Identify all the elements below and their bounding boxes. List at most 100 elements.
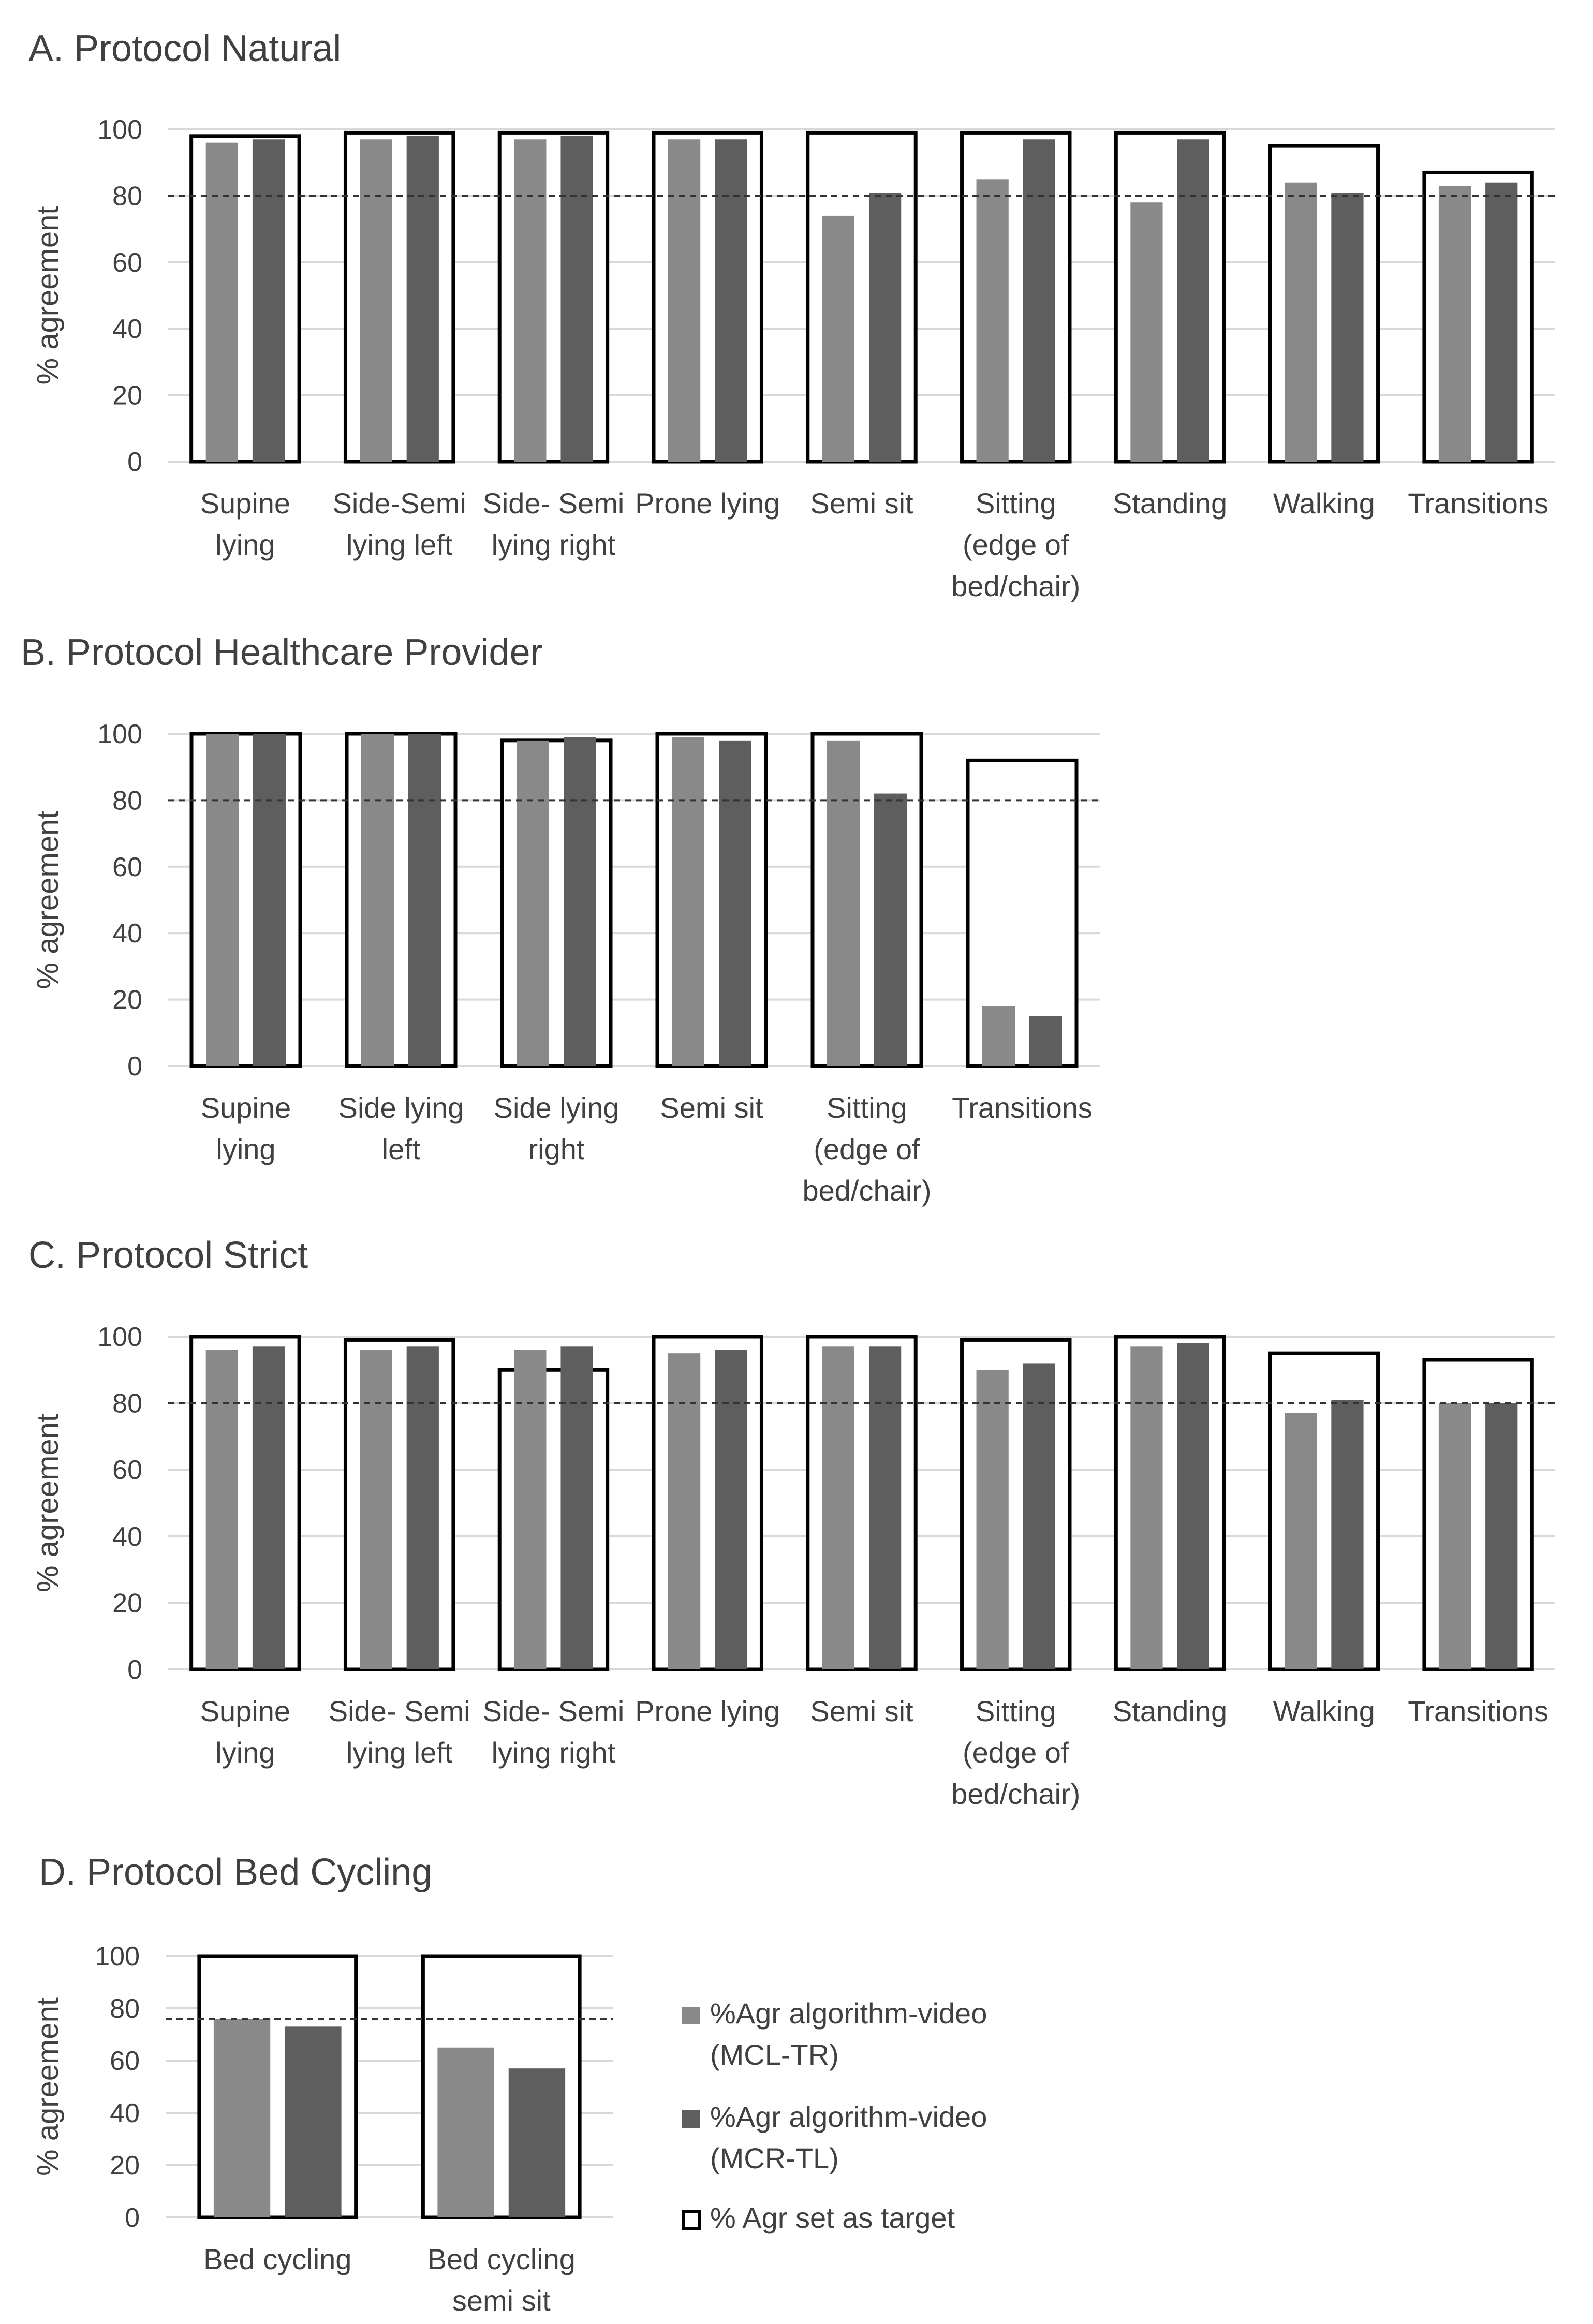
legend-label-mcr-tl-line1: %Agr algorithm-video [710, 2100, 987, 2133]
x-tick-label-side-lying-left-line2: left [382, 1133, 421, 1165]
x-tick-label-standing-line1: Standing [1113, 1695, 1227, 1727]
y-axis-title: % agreement [31, 811, 65, 989]
y-tick-label-0: 0 [125, 2203, 140, 2233]
bar-mcr-tl-side-semi-lying-left [406, 136, 439, 462]
bar-mcl-tr-transitions [1438, 1403, 1471, 1669]
x-tick-label-sitting-edge-of-bed-chair-line1: Sitting [976, 1695, 1056, 1727]
bar-mcr-tl-supine-lying [252, 139, 285, 462]
x-tick-label-sitting-edge-of-bed-chair-line3: bed/chair) [802, 1174, 931, 1207]
x-tick-label-sitting-edge-of-bed-chair-line3: bed/chair) [951, 570, 1080, 602]
y-tick-label-20: 20 [112, 381, 142, 411]
x-tick-label-sitting-edge-of-bed-chair-line2: (edge of [963, 528, 1069, 561]
bar-mcl-tr-side-lying-left [361, 734, 394, 1066]
bar-mcl-tr-side-semi-lying-left [360, 1350, 392, 1669]
bar-mcr-tl-side-lying-left [408, 734, 441, 1066]
bar-mcr-tl-transitions [1485, 182, 1518, 462]
y-tick-label-40: 40 [112, 1522, 142, 1552]
panel-protocol-healthcare-provider: B. Protocol Healthcare Provider 0 20 40 60 80… [21, 632, 1100, 1207]
x-tick-label-side-semi-lying-left-line1: Side-Semi [333, 487, 466, 520]
bar-mcr-tl-semi-sit [719, 740, 751, 1066]
chart-title: A. Protocol Natural [28, 28, 341, 69]
legend-label-mcr-tl-line2: (MCR-TL) [710, 2142, 839, 2174]
x-tick-label-sitting-edge-of-bed-chair-line1: Sitting [976, 487, 1056, 520]
bar-mcl-tr-semi-sit [822, 1346, 854, 1669]
bar-mcr-tl-standing [1177, 1343, 1210, 1669]
bar-mcr-tl-prone-lying [715, 139, 747, 462]
x-tick-label-walking-line1: Walking [1273, 1695, 1375, 1727]
legend-swatch-mcl-tr [682, 2007, 700, 2024]
y-tick-label-40: 40 [112, 919, 142, 949]
x-tick-label-sitting-edge-of-bed-chair-line3: bed/chair) [951, 1778, 1080, 1810]
bar-mcl-tr-sitting-edge-of-bed-chair [976, 179, 1009, 462]
y-tick-label-100: 100 [95, 1942, 140, 1972]
x-tick-label-supine-lying-line2: lying [215, 528, 275, 561]
y-tick-label-0: 0 [127, 447, 142, 477]
x-tick-label-side-semi-lying-right-line1: Side- Semi [483, 487, 625, 520]
x-tick-label-transitions-line1: Transitions [1408, 487, 1548, 520]
bar-mcr-tl-standing [1177, 139, 1210, 462]
x-tick-label-bed-cycling-semi-sit-line2: semi sit [452, 2284, 551, 2317]
x-tick-label-side-lying-right-line1: Side lying [494, 1091, 620, 1124]
bar-mcr-tl-side-lying-right [564, 737, 596, 1066]
x-tick-label-sitting-edge-of-bed-chair-line2: (edge of [963, 1736, 1069, 1769]
x-tick-label-semi-sit-line1: Semi sit [660, 1091, 763, 1124]
legend-label-target: % Agr set as target [710, 2201, 955, 2234]
bar-mcr-tl-walking [1331, 192, 1364, 462]
y-axis-title: % agreement [31, 1997, 65, 2176]
bar-mcl-tr-side-semi-lying-right [514, 139, 547, 462]
bar-mcl-tr-semi-sit [822, 215, 854, 462]
x-tick-label-side-lying-right-line2: right [528, 1133, 585, 1165]
bar-mcr-tl-side-semi-lying-right [561, 1346, 593, 1669]
bar-mcr-tl-supine-lying [253, 734, 286, 1066]
y-tick-label-60: 60 [112, 248, 142, 278]
y-tick-label-80: 80 [110, 1994, 140, 2024]
bar-mcl-tr-bed-cycling-semi-sit [437, 2047, 494, 2217]
bar-mcr-tl-semi-sit [869, 1346, 902, 1669]
x-tick-label-side-lying-left-line1: Side lying [338, 1091, 464, 1124]
bar-mcr-tl-semi-sit [869, 192, 902, 462]
x-tick-label-supine-lying-line2: lying [215, 1736, 275, 1769]
bar-mcr-tl-bed-cycling [285, 2026, 342, 2217]
bar-mcl-tr-transitions [982, 1006, 1015, 1066]
bar-mcl-tr-supine-lying [205, 142, 238, 462]
bar-mcr-tl-side-semi-lying-right [561, 136, 593, 462]
bar-mcl-tr-side-semi-lying-right [514, 1350, 547, 1669]
bar-mcl-tr-sitting-edge-of-bed-chair [827, 740, 860, 1066]
legend-swatch-mcr-tl [682, 2110, 700, 2128]
panel-protocol-bed-cycling: D. Protocol Bed Cycling 0 20 40 60 80 100 % agr… [31, 1852, 613, 2317]
y-tick-label-40: 40 [112, 314, 142, 344]
y-tick-label-80: 80 [112, 1389, 142, 1419]
bar-mcl-tr-semi-sit [672, 737, 704, 1066]
y-tick-label-40: 40 [110, 2098, 140, 2128]
bar-mcr-tl-supine-lying [252, 1346, 285, 1669]
bar-mcr-tl-prone-lying [715, 1350, 747, 1669]
legend-swatch-target [682, 2210, 701, 2230]
legend: %Agr algorithm-video (MCL-TR) %Agr algor… [682, 1997, 987, 2234]
x-tick-label-semi-sit-line1: Semi sit [810, 1695, 913, 1727]
x-tick-label-side-semi-lying-left-line1: Side- Semi [329, 1695, 470, 1727]
x-tick-label-supine-lying-line1: Supine [200, 487, 290, 520]
y-tick-label-60: 60 [110, 2046, 140, 2076]
y-tick-label-60: 60 [112, 1455, 142, 1485]
bar-mcr-tl-sitting-edge-of-bed-chair [1023, 139, 1055, 462]
y-tick-label-20: 20 [112, 985, 142, 1015]
x-tick-label-side-semi-lying-left-line2: lying left [346, 528, 453, 561]
y-tick-label-20: 20 [112, 1588, 142, 1618]
bar-mcl-tr-supine-lying [206, 734, 239, 1066]
bar-mcl-tr-sitting-edge-of-bed-chair [976, 1370, 1009, 1669]
y-tick-label-20: 20 [110, 2151, 140, 2181]
x-tick-label-prone-lying-line1: Prone lying [635, 1695, 780, 1727]
x-tick-label-bed-cycling-line1: Bed cycling [203, 2243, 351, 2275]
chart-title: C. Protocol Strict [28, 1235, 308, 1276]
bar-mcr-tl-side-semi-lying-left [406, 1346, 439, 1669]
legend-label-mcl-tr-line2: (MCL-TR) [710, 2038, 839, 2071]
chart-title: D. Protocol Bed Cycling [39, 1852, 432, 1893]
x-tick-label-standing-line1: Standing [1113, 487, 1227, 520]
y-axis-title: % agreement [31, 1414, 65, 1592]
x-tick-label-side-semi-lying-right-line1: Side- Semi [483, 1695, 625, 1727]
x-tick-label-side-semi-lying-left-line2: lying left [346, 1736, 453, 1769]
x-tick-label-sitting-edge-of-bed-chair-line1: Sitting [827, 1091, 907, 1124]
y-tick-label-100: 100 [97, 719, 142, 749]
chart-title: B. Protocol Healthcare Provider [21, 632, 542, 673]
bar-mcl-tr-bed-cycling [213, 2019, 271, 2217]
